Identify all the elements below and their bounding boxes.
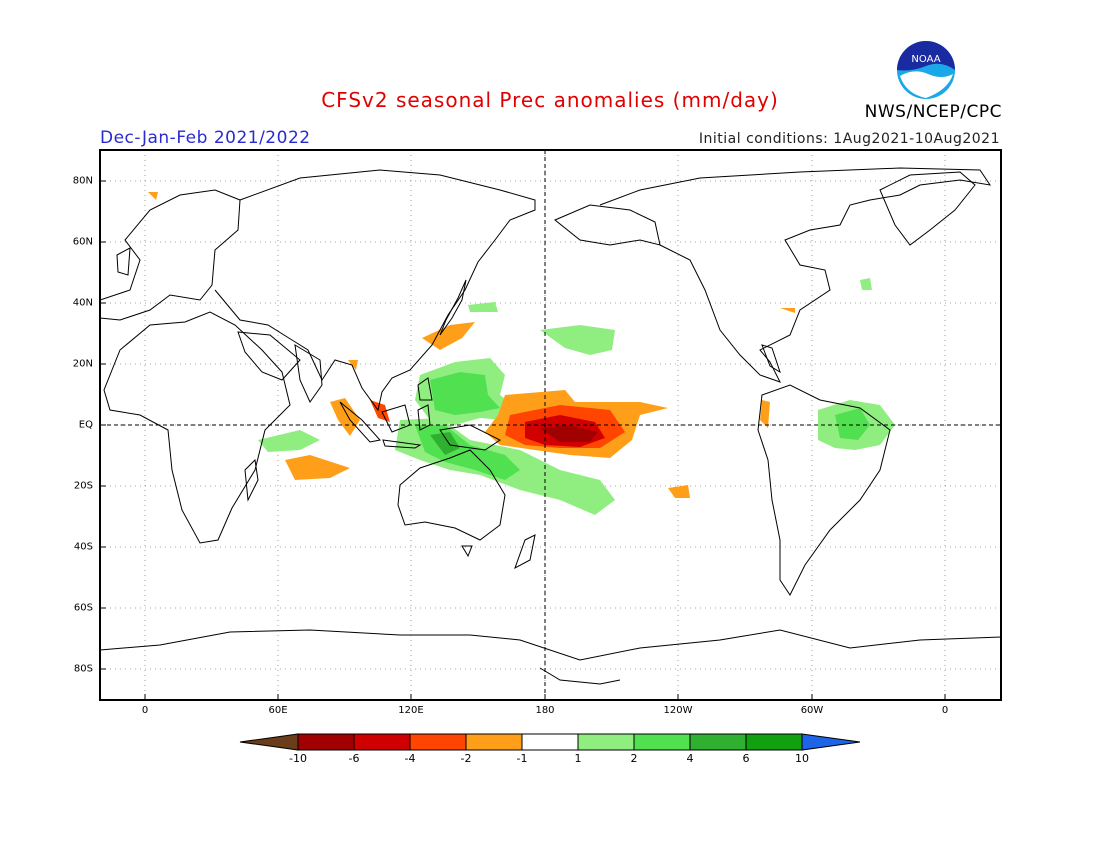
- colorbar-max-arrow: [801, 733, 861, 751]
- chart-title: CFSv2 seasonal Prec anomalies (mm/day): [321, 88, 779, 112]
- lon-tick-label: 180: [535, 705, 555, 716]
- coastlines: [100, 167, 1001, 685]
- anomaly-fields: [148, 192, 895, 515]
- logo-text: NOAA: [911, 54, 940, 65]
- colorbar-swatch: [353, 733, 411, 751]
- colorbar-swatch: [745, 733, 803, 751]
- lat-ticks: [100, 180, 106, 670]
- initial-conditions-label: Initial conditions: 1Aug2021-10Aug2021: [698, 131, 1000, 147]
- anomaly-region: [860, 278, 872, 290]
- anomaly-region: [540, 325, 615, 355]
- colorbar-label: -4: [404, 752, 416, 765]
- colorbar-label: -2: [460, 752, 472, 765]
- lat-tick-label: 80S: [73, 663, 93, 675]
- lat-tick-label: 60S: [73, 602, 93, 614]
- colorbar-swatch: [465, 733, 523, 751]
- colorbar-label: 10: [795, 752, 809, 765]
- lon-tick-label: 0: [141, 705, 149, 716]
- anomaly-region: [258, 430, 320, 452]
- lon-tick-label: 60W: [800, 705, 824, 716]
- anomaly-region: [430, 372, 500, 415]
- lon-tick-label: 0: [941, 705, 949, 716]
- colorbar-label: -10: [289, 752, 307, 765]
- season-label: Dec-Jan-Feb 2021/2022: [100, 128, 311, 148]
- lat-tick-label: 60N: [72, 236, 93, 248]
- lat-tick-label: 80N: [72, 175, 93, 187]
- lat-tick-label: 40S: [73, 541, 93, 553]
- colorbar-min-arrow: [239, 733, 299, 751]
- anomaly-region: [668, 485, 690, 498]
- anomaly-region: [285, 455, 350, 480]
- colorbar-swatch: [409, 733, 467, 751]
- lon-tick-label: 60E: [268, 705, 288, 716]
- colorbar-label: 1: [574, 752, 582, 765]
- noaa-logo-icon: NOAA: [897, 41, 955, 99]
- anomaly-region: [540, 425, 598, 442]
- anomaly-region: [468, 302, 498, 312]
- lon-ticks: [144, 694, 946, 700]
- anomaly-region: [148, 192, 158, 200]
- anomaly-region: [760, 400, 770, 428]
- colorbar-label: 4: [686, 752, 694, 765]
- colorbar-label: -1: [516, 752, 528, 765]
- anomaly-region: [430, 432, 460, 455]
- colorbar-label: 2: [630, 752, 638, 765]
- colorbar-swatch: [577, 733, 635, 751]
- anomaly-region: [330, 398, 360, 436]
- anomaly-region: [780, 308, 795, 313]
- lon-tick-label: 120W: [663, 705, 693, 716]
- colorbar-label: -6: [348, 752, 360, 765]
- anomaly-region: [422, 322, 475, 350]
- lon-tick-label: 120E: [398, 705, 424, 716]
- colorbar: [239, 733, 861, 751]
- colorbar-swatch: [521, 733, 579, 751]
- anomaly-region: [348, 360, 358, 370]
- colorbar-swatch: [689, 733, 747, 751]
- anomaly-region: [835, 408, 870, 440]
- lat-tick-label: 20N: [72, 358, 93, 370]
- lat-tick-label: 40N: [72, 297, 93, 309]
- organization-label: NWS/NCEP/CPC: [864, 102, 1002, 122]
- lat-tick-label: 20S: [73, 480, 93, 492]
- colorbar-swatch: [297, 733, 355, 751]
- lat-tick-label: EQ: [78, 419, 93, 431]
- colorbar-swatch: [633, 733, 691, 751]
- colorbar-label: 6: [742, 752, 750, 765]
